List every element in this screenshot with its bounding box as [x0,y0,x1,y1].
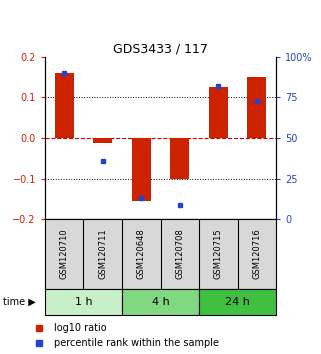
Text: GSM120716: GSM120716 [252,229,261,279]
Text: 24 h: 24 h [225,297,250,307]
Bar [199,289,276,315]
Text: GSM120708: GSM120708 [175,229,184,279]
Text: log10 ratio: log10 ratio [54,322,106,332]
Text: GSM120711: GSM120711 [98,229,107,279]
Text: GSM120715: GSM120715 [214,229,223,279]
Title: GDS3433 / 117: GDS3433 / 117 [113,42,208,56]
Text: GSM120710: GSM120710 [60,229,69,279]
Text: 1 h: 1 h [75,297,92,307]
Text: 4 h: 4 h [152,297,169,307]
Bar [170,138,189,179]
Bar [122,289,199,315]
Text: GSM120648: GSM120648 [137,229,146,279]
Bar [93,138,112,143]
Bar [45,289,122,315]
Text: time ▶: time ▶ [3,297,36,307]
Bar [132,138,151,201]
Bar [247,77,266,138]
Bar [55,73,74,138]
Text: percentile rank within the sample: percentile rank within the sample [54,338,219,348]
Bar [209,87,228,138]
